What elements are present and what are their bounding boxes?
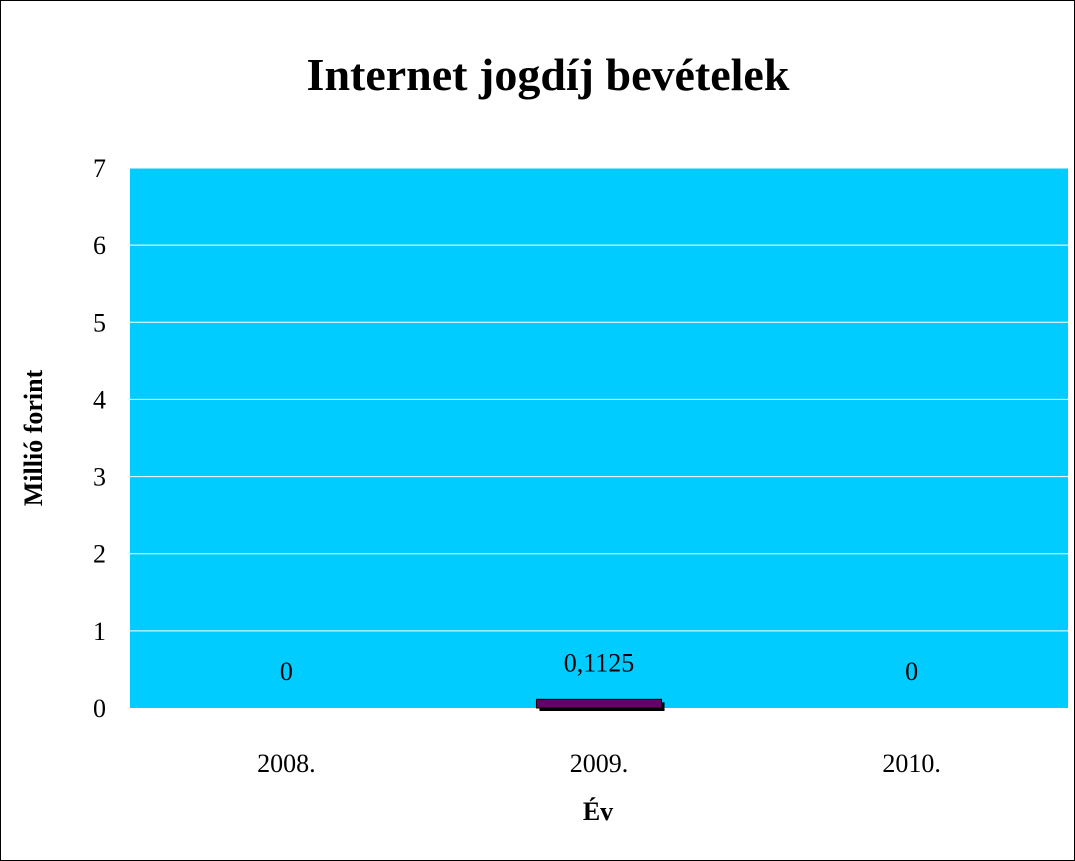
chart-title: Internet jogdíj bevételek — [307, 49, 790, 100]
y-tick-label: 5 — [93, 308, 106, 337]
bar-2009 — [535, 698, 663, 709]
y-tick-label: 6 — [93, 231, 106, 260]
x-tick-label: 2010. — [882, 749, 941, 778]
y-tick-label: 4 — [93, 385, 106, 414]
data-label: 0 — [280, 657, 293, 686]
x-axis-title: Év — [583, 797, 613, 826]
y-tick-label: 1 — [93, 617, 106, 646]
y-tick-label: 2 — [93, 540, 106, 569]
y-tick-label: 7 — [93, 154, 106, 183]
y-axis-title: Millió forint — [19, 369, 48, 506]
x-axis-ticks: 2008. 2009. 2010. — [257, 749, 941, 778]
data-label: 0,1125 — [564, 648, 635, 677]
bars — [535, 698, 665, 711]
x-tick-label: 2008. — [257, 749, 316, 778]
plot-area — [130, 168, 1068, 708]
x-tick-label: 2009. — [570, 749, 629, 778]
y-tick-label: 3 — [93, 463, 106, 492]
data-labels: 0 0,1125 0 — [280, 648, 918, 686]
y-axis-ticks: 0 1 2 3 4 5 6 7 — [93, 154, 106, 723]
y-tick-label: 0 — [93, 694, 106, 723]
gridlines — [130, 167, 1068, 632]
data-label: 0 — [905, 657, 918, 686]
